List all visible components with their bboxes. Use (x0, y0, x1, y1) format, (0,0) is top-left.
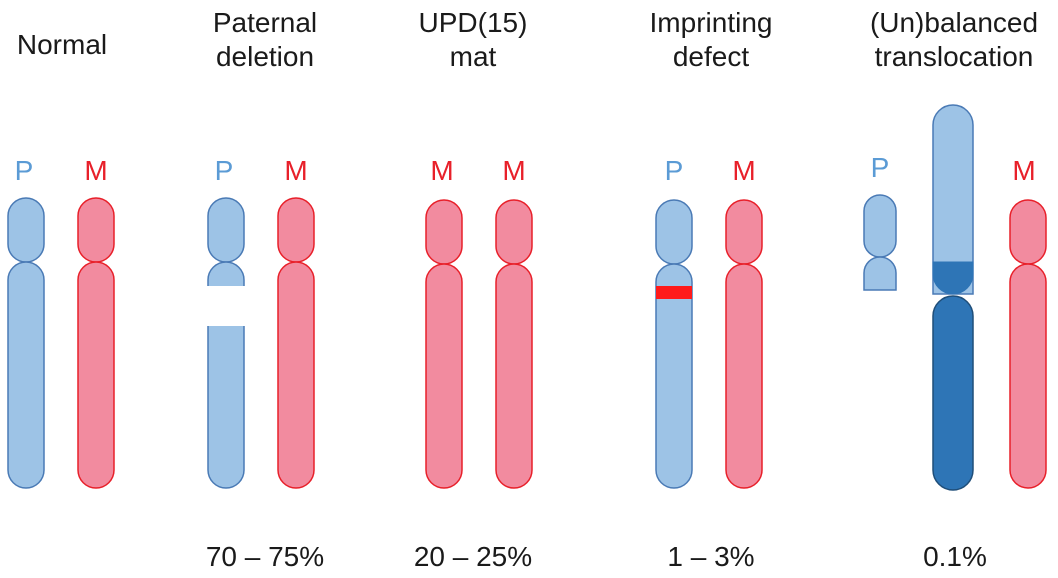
heading-paternal-deletion-line2: deletion (215, 41, 315, 72)
label-deletion-maternal: M (284, 155, 308, 186)
heading-normal-line1: Normal (16, 29, 108, 60)
frequency-paternal-deletion: 70 – 75% (205, 541, 325, 572)
heading-upd15-mat-line2: mat (449, 41, 497, 72)
label-imprinting-paternal: P (664, 155, 684, 186)
chromosome-upd-maternal-2 (495, 199, 533, 489)
label-translocation-maternal: M (1012, 155, 1036, 186)
heading-upd15-mat-line1: UPD(15) (418, 7, 528, 38)
label-upd-maternal-1: M (430, 155, 454, 186)
label-normal-paternal: P (14, 155, 34, 186)
chromosome-imprinting-maternal (725, 199, 763, 489)
label-upd-maternal-2: M (502, 155, 526, 186)
frequency-translocation: 0.1% (923, 541, 987, 572)
label-translocation-paternal: P (870, 152, 890, 183)
heading-paternal-deletion-line1: Paternal (212, 7, 318, 38)
chromosome-translocation-paternal-fragment (863, 194, 897, 291)
label-imprinting-maternal: M (732, 155, 756, 186)
chromosome-upd-maternal-1 (425, 199, 463, 489)
heading-unbalanced-translocation-line1: (Un)balanced (869, 7, 1039, 38)
chromosome-normal-maternal (77, 197, 115, 489)
label-normal-maternal: M (84, 155, 108, 186)
chromosome-deletion-paternal (207, 197, 245, 489)
deleted-region (200, 286, 252, 326)
chromosome-translocation-derivative (932, 104, 974, 491)
label-deletion-paternal: P (214, 155, 234, 186)
heading-paternal-deletion: Paternal deletion (190, 6, 340, 74)
heading-unbalanced-translocation-line2: translocation (874, 41, 1034, 72)
heading-imprinting-defect-line2: defect (672, 41, 750, 72)
imprinting-mark (656, 286, 692, 299)
heading-upd15-mat: UPD(15) mat (398, 6, 548, 74)
heading-imprinting-defect: Imprinting defect (626, 6, 796, 74)
heading-imprinting-defect-line1: Imprinting (649, 7, 773, 38)
chromosome-translocation-maternal (1009, 199, 1047, 489)
frequency-imprinting-defect: 1 – 3% (667, 541, 755, 572)
chromosome-normal-paternal (7, 197, 45, 489)
chromosome-imprinting-paternal (655, 199, 693, 489)
heading-normal: Normal (6, 28, 118, 62)
heading-unbalanced-translocation: (Un)balanced translocation (856, 6, 1052, 74)
frequency-upd15-mat: 20 – 25% (413, 541, 533, 572)
chromosome-deletion-maternal (277, 197, 315, 489)
